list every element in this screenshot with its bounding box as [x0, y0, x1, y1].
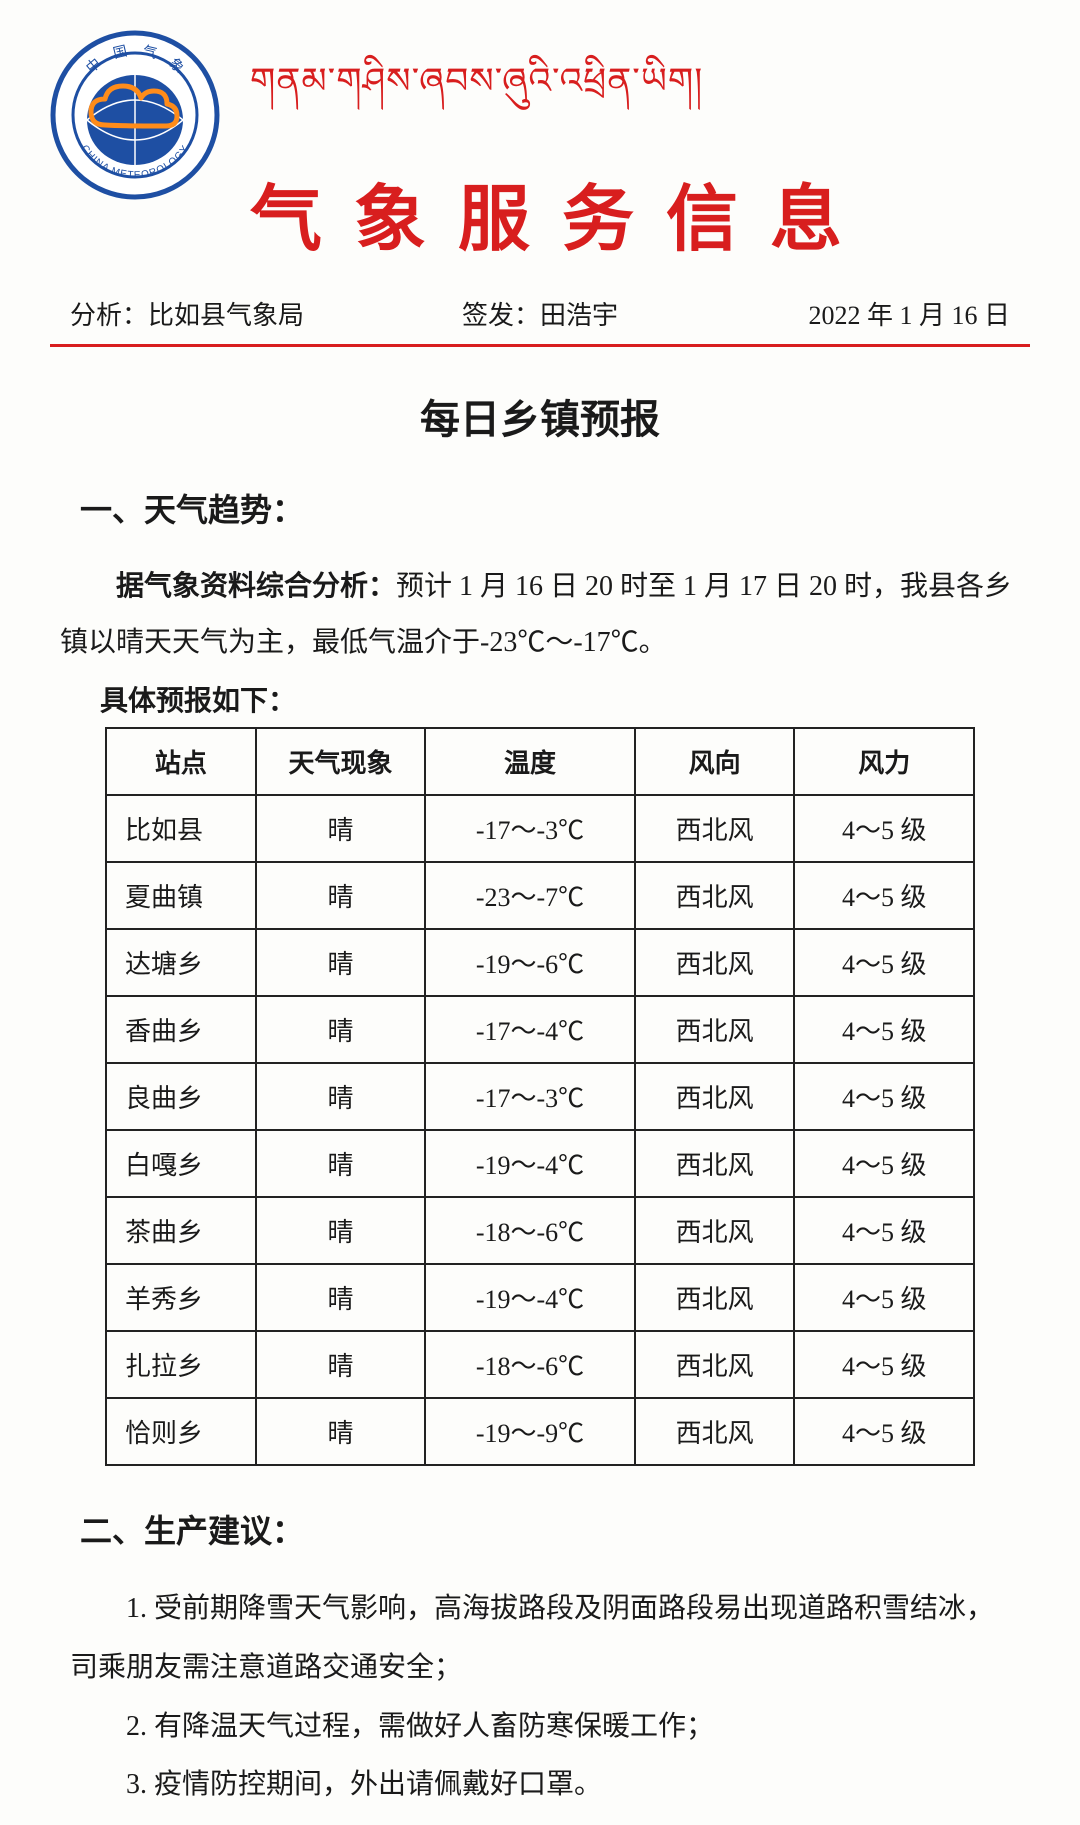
- table-cell: 比如县: [106, 795, 256, 862]
- advice-item: 3. 疫情防控期间，外出请佩戴好口罩。: [70, 1756, 1010, 1815]
- table-cell: 4～5 级: [794, 1063, 974, 1130]
- table-cell: 西北风: [635, 1063, 795, 1130]
- subtitle: 每日乡镇预报: [50, 387, 1030, 445]
- table-cell: 4～5 级: [794, 1331, 974, 1398]
- table-row: 羊秀乡晴-19～-4℃西北风4～5 级: [106, 1264, 974, 1331]
- tibetan-title: གནམ་གཤིས་ཞབས་ཞུའི་འཕྲིན་ཡིག།: [250, 40, 1030, 142]
- table-row: 良曲乡晴-17～-3℃西北风4～5 级: [106, 1063, 974, 1130]
- date-segment: 2022 年 1 月 16 日: [697, 295, 1010, 332]
- table-row: 达塘乡晴-19～-6℃西北风4～5 级: [106, 929, 974, 996]
- title-block: གནམ་གཤིས་ཞབས་ཞུའི་འཕྲིན་ཡིག། 气象服务信息: [250, 30, 1030, 265]
- approve-value: 田浩宇: [540, 301, 618, 330]
- forecast-subheading: 具体预报如下：: [100, 679, 1030, 719]
- forecast-table: 站点 天气现象 温度 风向 风力 比如县晴-17～-3℃西北风4～5 级夏曲镇晴…: [105, 727, 975, 1466]
- table-cell: 晴: [256, 929, 426, 996]
- table-cell: 恰则乡: [106, 1398, 256, 1465]
- table-row: 比如县晴-17～-3℃西北风4～5 级: [106, 795, 974, 862]
- table-cell: 晴: [256, 1331, 426, 1398]
- table-cell: 4～5 级: [794, 996, 974, 1063]
- table-cell: -19～-6℃: [425, 929, 635, 996]
- table-cell: 4～5 级: [794, 1197, 974, 1264]
- col-temp: 温度: [425, 728, 635, 795]
- table-cell: -18～-6℃: [425, 1197, 635, 1264]
- table-row: 扎拉乡晴-18～-6℃西北风4～5 级: [106, 1331, 974, 1398]
- cma-logo: 中 国 气 象 CHINA METEOROLOGY: [50, 30, 220, 200]
- advice-list: 1. 受前期降雪天气影响，高海拔路段及阴面路段易出现道路积雪结冰，司乘朋友需注意…: [50, 1580, 1030, 1815]
- table-cell: 西北风: [635, 1398, 795, 1465]
- table-cell: -17～-4℃: [425, 996, 635, 1063]
- table-cell: 4～5 级: [794, 1398, 974, 1465]
- table-cell: 晴: [256, 795, 426, 862]
- table-cell: 晴: [256, 862, 426, 929]
- table-cell: 西北风: [635, 996, 795, 1063]
- table-cell: 晴: [256, 1197, 426, 1264]
- advice-item: 1. 受前期降雪天气影响，高海拔路段及阴面路段易出现道路积雪结冰，司乘朋友需注意…: [70, 1580, 1010, 1698]
- table-cell: 良曲乡: [106, 1063, 256, 1130]
- table-cell: 西北风: [635, 862, 795, 929]
- issue-date: 2022 年 1 月 16 日: [808, 301, 1010, 330]
- table-cell: 晴: [256, 1398, 426, 1465]
- approve-label: 签发：: [462, 301, 540, 330]
- table-cell: -18～-6℃: [425, 1331, 635, 1398]
- table-cell: -23～-7℃: [425, 862, 635, 929]
- table-cell: 4～5 级: [794, 862, 974, 929]
- table-cell: -17～-3℃: [425, 1063, 635, 1130]
- table-cell: 西北风: [635, 1130, 795, 1197]
- table-cell: 晴: [256, 1264, 426, 1331]
- table-cell: 4～5 级: [794, 1264, 974, 1331]
- analysis-segment: 分析：比如县气象局: [70, 295, 383, 332]
- col-winddir: 风向: [635, 728, 795, 795]
- table-cell: 夏曲镇: [106, 862, 256, 929]
- table-row: 夏曲镇晴-23～-7℃西北风4～5 级: [106, 862, 974, 929]
- forecast-tbody: 比如县晴-17～-3℃西北风4～5 级夏曲镇晴-23～-7℃西北风4～5 级达塘…: [106, 795, 974, 1465]
- trend-lead-bold: 据气象资料综合分析：: [116, 571, 396, 602]
- col-station: 站点: [106, 728, 256, 795]
- table-cell: 晴: [256, 1130, 426, 1197]
- table-cell: -19～-4℃: [425, 1130, 635, 1197]
- table-cell: -17～-3℃: [425, 795, 635, 862]
- trend-paragraph: 据气象资料综合分析：预计 1 月 16 日 20 时至 1 月 17 日 20 …: [50, 559, 1030, 671]
- approve-segment: 签发：田浩宇: [383, 295, 696, 332]
- table-row: 白嘎乡晴-19～-4℃西北风4～5 级: [106, 1130, 974, 1197]
- table-row: 香曲乡晴-17～-4℃西北风4～5 级: [106, 996, 974, 1063]
- table-cell: 白嘎乡: [106, 1130, 256, 1197]
- section1-heading: 一、天气趋势：: [80, 485, 1030, 531]
- table-cell: 羊秀乡: [106, 1264, 256, 1331]
- table-cell: 西北风: [635, 1331, 795, 1398]
- table-cell: 西北风: [635, 1197, 795, 1264]
- advice-item: 2. 有降温天气过程，需做好人畜防寒保暖工作；: [70, 1698, 1010, 1757]
- table-cell: 晴: [256, 996, 426, 1063]
- table-cell: 西北风: [635, 929, 795, 996]
- analysis-value: 比如县气象局: [148, 301, 304, 330]
- table-cell: 西北风: [635, 795, 795, 862]
- table-cell: -19～-9℃: [425, 1398, 635, 1465]
- section2-heading: 二、生产建议：: [80, 1506, 1030, 1552]
- col-windpow: 风力: [794, 728, 974, 795]
- chinese-title: 气象服务信息: [250, 160, 1030, 265]
- table-cell: 香曲乡: [106, 996, 256, 1063]
- table-cell: 扎拉乡: [106, 1331, 256, 1398]
- table-cell: 达塘乡: [106, 929, 256, 996]
- issuer-row: 分析：比如县气象局 签发：田浩宇 2022 年 1 月 16 日: [50, 295, 1030, 347]
- table-row: 茶曲乡晴-18～-6℃西北风4～5 级: [106, 1197, 974, 1264]
- col-weather: 天气现象: [256, 728, 426, 795]
- table-cell: 西北风: [635, 1264, 795, 1331]
- document-header: 中 国 气 象 CHINA METEOROLOGY གནམ་གཤིས་ཞབས་ཞ…: [50, 30, 1030, 265]
- table-cell: 4～5 级: [794, 929, 974, 996]
- table-cell: 4～5 级: [794, 1130, 974, 1197]
- analysis-label: 分析：: [70, 301, 148, 330]
- table-cell: 晴: [256, 1063, 426, 1130]
- table-cell: 4～5 级: [794, 795, 974, 862]
- table-row: 恰则乡晴-19～-9℃西北风4～5 级: [106, 1398, 974, 1465]
- table-header-row: 站点 天气现象 温度 风向 风力: [106, 728, 974, 795]
- table-cell: 茶曲乡: [106, 1197, 256, 1264]
- table-cell: -19～-4℃: [425, 1264, 635, 1331]
